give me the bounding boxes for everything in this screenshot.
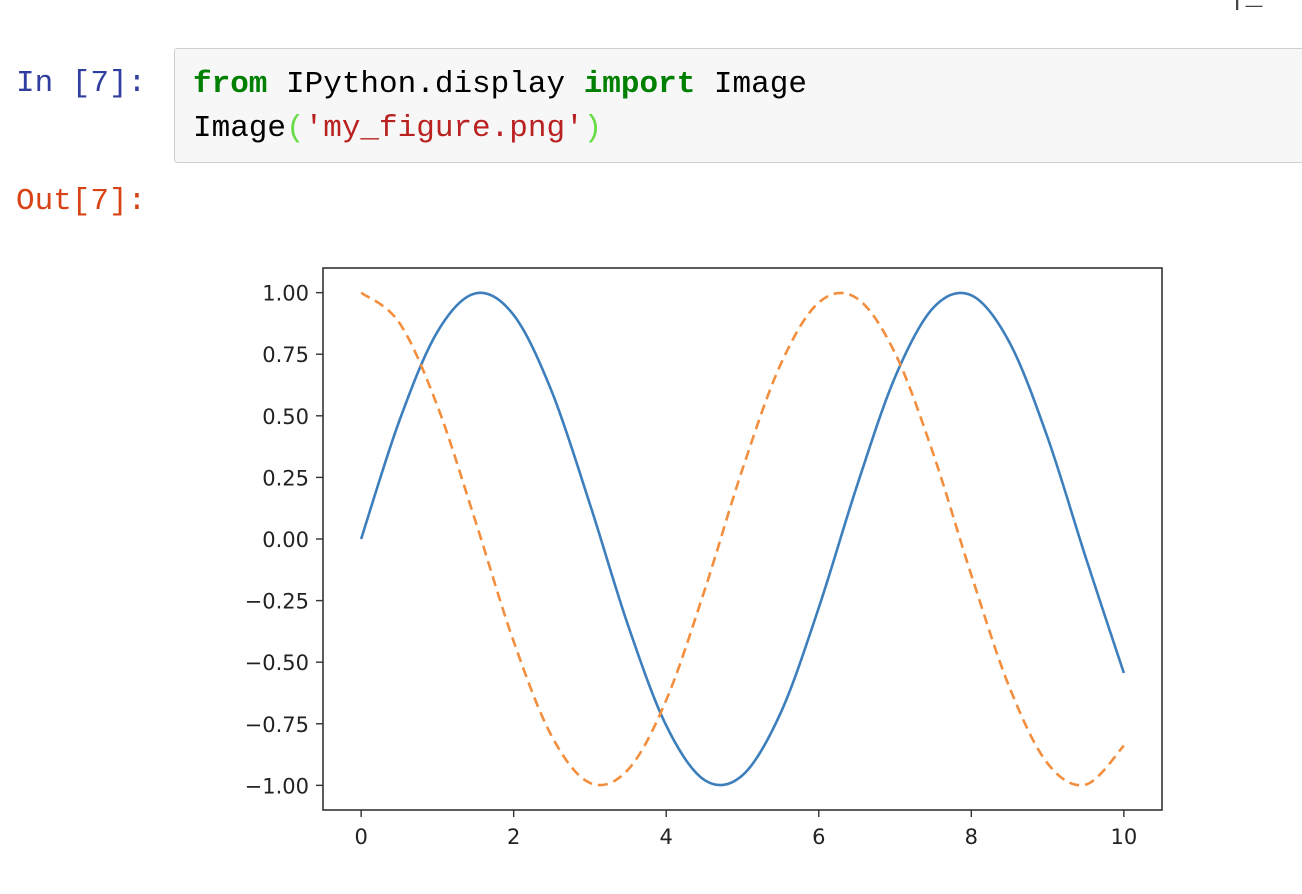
output-figure: 1.00 0.75 0.50 0.25 0.00 −0.25 −0.50 −0.75 −1.00…	[210, 250, 1190, 875]
output-prompt: Out[7]:	[16, 184, 147, 219]
input-prompt: In [7]:	[16, 66, 147, 101]
y-tick-label: −0.50	[245, 651, 309, 675]
y-tick-label: −1.00	[245, 774, 309, 798]
x-tick-label: 6	[812, 825, 825, 849]
line-chart: 1.00 0.75 0.50 0.25 0.00 −0.25 −0.50 −0.75 −1.00…	[245, 267, 1163, 849]
x-tick-label: 4	[660, 825, 673, 849]
code-cell-input[interactable]: from IPython.display import Image Image(…	[174, 48, 1302, 163]
series-line-1	[359, 291, 1126, 787]
function-call: Image	[193, 111, 287, 146]
y-tick-label: 0.00	[262, 528, 309, 552]
x-tick-label: 8	[965, 825, 978, 849]
module-name: IPython.display	[267, 67, 584, 102]
y-tick-label: 1.00	[262, 282, 309, 306]
y-tick-label: 0.75	[262, 343, 309, 367]
code-line-1: from IPython.display import Image	[193, 67, 807, 102]
y-tick-label: −0.75	[245, 713, 309, 737]
x-tick-label: 2	[507, 825, 520, 849]
open-paren: (	[286, 111, 305, 146]
plot-frame	[322, 267, 1163, 811]
x-tick-label: 10	[1110, 825, 1137, 849]
y-tick-label: 0.50	[262, 405, 309, 429]
keyword-from: from	[193, 67, 268, 102]
x-tick-label: 0	[354, 825, 367, 849]
series-line-2	[360, 291, 1125, 787]
keyword-import: import	[583, 67, 696, 102]
close-paren: )	[583, 111, 603, 146]
toolbar-fragment: ¦_ ·	[1229, 0, 1296, 13]
y-tick-label: 0.25	[262, 466, 309, 490]
y-tick-label: −0.25	[245, 590, 309, 614]
code-line-2: Image('my_figure.png')	[193, 111, 602, 146]
string-literal: 'my_figure.png'	[304, 111, 584, 146]
imported-name: Image	[695, 67, 807, 102]
